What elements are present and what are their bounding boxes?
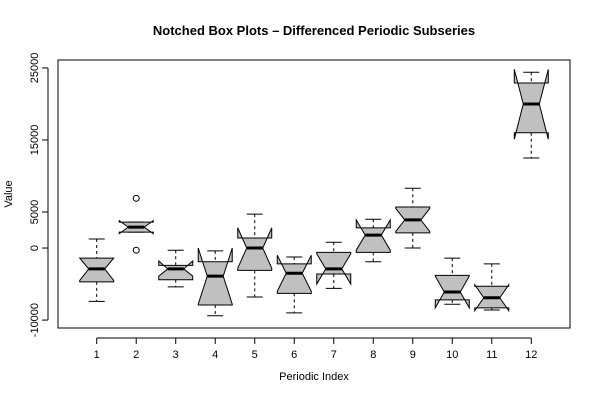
y-tick-label: 5000 — [29, 200, 41, 224]
x-tick-label: 10 — [446, 349, 458, 361]
x-tick-label: 3 — [173, 349, 179, 361]
x-tick-label: 9 — [410, 349, 416, 361]
x-tick-label: 4 — [212, 349, 218, 361]
outlier — [132, 194, 140, 202]
x-tick-label: 8 — [370, 349, 376, 361]
x-tick-label: 6 — [291, 349, 297, 361]
x-tick-label: 12 — [525, 349, 537, 361]
y-tick-label: 25000 — [29, 53, 41, 84]
plot-frame — [57, 59, 571, 329]
x-tick-label: 5 — [252, 349, 258, 361]
x-tick-label: 1 — [94, 349, 100, 361]
y-tick-label: 0 — [29, 245, 41, 251]
outlier — [132, 246, 140, 254]
x-tick-label: 7 — [331, 349, 337, 361]
chart-title: Notched Box Plots – Differenced Periodic… — [153, 23, 475, 38]
y-axis-label: Value — [3, 180, 15, 207]
y-tick-label: 15000 — [29, 125, 41, 156]
y-tick-label: -10000 — [29, 303, 41, 337]
x-axis-label: Periodic Index — [279, 371, 349, 383]
x-tick-label: 2 — [133, 349, 139, 361]
x-tick-label: 11 — [486, 349, 497, 361]
